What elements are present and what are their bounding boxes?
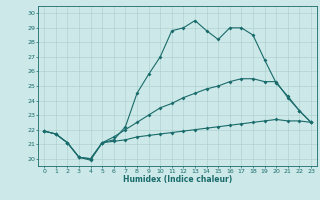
X-axis label: Humidex (Indice chaleur): Humidex (Indice chaleur)	[123, 175, 232, 184]
